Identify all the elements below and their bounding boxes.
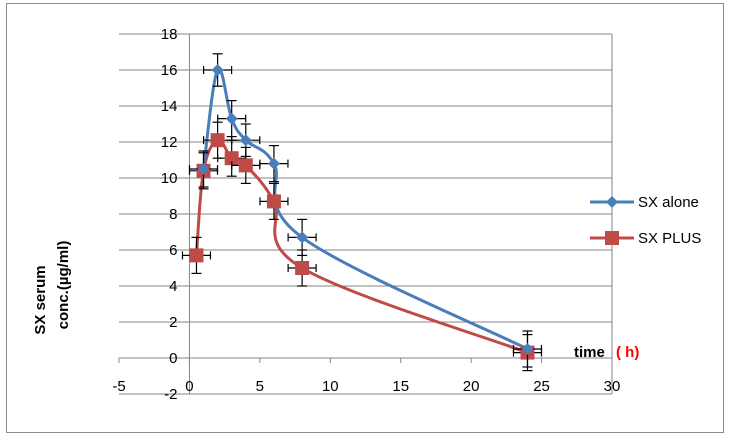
series-markers: [181, 121, 543, 372]
x-tick-label: 20: [463, 378, 480, 395]
legend-marker-diamond: [606, 196, 618, 208]
y-tick-label: 10: [161, 170, 178, 187]
x-tick-label: 5: [256, 378, 264, 395]
x-tick-label: 10: [322, 378, 339, 395]
legend-item-sx-alone: SX alone: [590, 194, 699, 211]
y-axis-title: SX serum conc.(µg/ml): [32, 241, 72, 335]
y-tick-label: 4: [169, 278, 177, 295]
y-tick-label: 0: [169, 350, 177, 367]
y-tick-label: 2: [169, 314, 177, 331]
legend-label-sx-plus: SX PLUS: [638, 230, 701, 247]
y-tick-labels: -2 0 2 4 6 8 10 12 14 16 18: [161, 26, 178, 403]
error-bar: [203, 53, 233, 87]
data-point-diamond: [239, 134, 252, 147]
data-point-diamond: [521, 343, 534, 355]
legend: SX alone SX PLUS: [590, 194, 701, 247]
y-axis-title-line2: conc.(µg/ml): [55, 241, 72, 330]
series-line: [202, 67, 529, 351]
data-point-diamond: [197, 163, 210, 175]
y-tick-label: -2: [164, 386, 177, 403]
y-tick-label: 8: [169, 206, 177, 223]
y-tick-label: 6: [169, 242, 177, 259]
data-point-diamond: [296, 231, 309, 244]
series-sx-alone: [202, 67, 529, 351]
series-layer: [181, 53, 543, 372]
x-tick-label: 30: [604, 378, 621, 395]
data-point-square: [295, 261, 310, 275]
data-point-square: [224, 151, 239, 166]
y-tick-label: 14: [161, 98, 178, 115]
grid-lines: [119, 33, 613, 395]
x-axis-title-unit: ( h): [616, 344, 639, 361]
data-point-diamond: [211, 64, 224, 76]
x-axis-title-label: time: [574, 344, 605, 361]
x-tick-label: 15: [392, 378, 409, 395]
y-tick-label: 16: [161, 62, 178, 79]
legend-item-sx-plus: SX PLUS: [590, 230, 701, 247]
data-point-square: [210, 133, 225, 148]
series-markers: [188, 53, 543, 368]
data-point-diamond: [267, 157, 280, 170]
y-tick-label: 12: [161, 134, 178, 151]
x-tick-labels: -5 0 5 10 15 20 25 30: [112, 378, 620, 395]
legend-marker-square: [605, 231, 619, 245]
y-axis-title-line1: SX serum: [32, 265, 49, 334]
y-tick-label: 18: [161, 26, 178, 43]
chart-area: [6, 3, 724, 433]
data-point-square: [238, 158, 253, 173]
x-tick-label: 0: [185, 378, 193, 395]
x-tick-label: 25: [533, 378, 550, 395]
x-tick-label: -5: [112, 378, 125, 395]
legend-label-sx-alone: SX alone: [638, 194, 699, 211]
data-point-diamond: [225, 112, 238, 125]
data-point-square: [189, 248, 204, 263]
x-axis-title: time ( h): [574, 344, 639, 361]
data-point-square: [266, 194, 281, 209]
